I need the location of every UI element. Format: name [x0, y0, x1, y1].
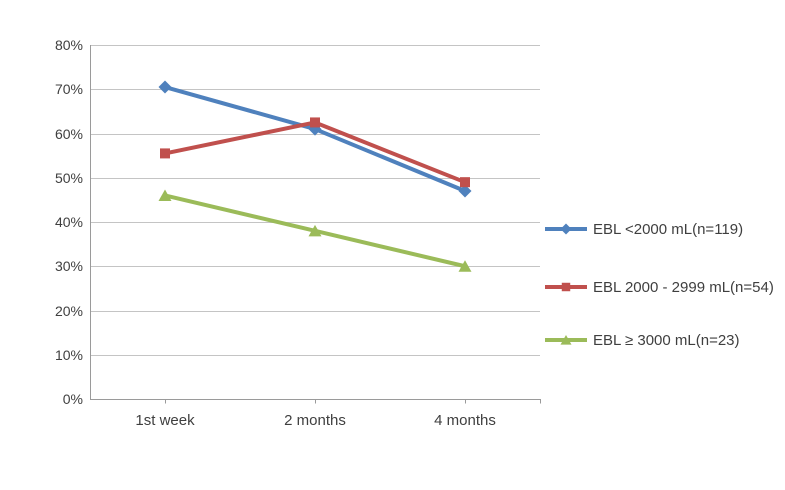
legend-item: EBL <2000 mL(n=119): [545, 219, 743, 239]
y-axis-tick-label: 80%: [54, 37, 83, 53]
data-point-marker: [158, 189, 172, 201]
data-point-marker: [458, 184, 472, 198]
data-point-marker: [459, 177, 471, 188]
legend-label: EBL <2000 mL(n=119): [593, 220, 744, 238]
legend-key-diamond-icon: [545, 223, 587, 235]
data-point-marker: [309, 117, 321, 128]
series-line-0: [163, 85, 467, 194]
y-axis-tick-label: 40%: [54, 214, 83, 230]
data-point-marker: [308, 224, 322, 237]
legend-label: EBL ≥ 3000 mL(n=23): [593, 331, 740, 349]
y-axis-tick-label: 60%: [54, 125, 83, 142]
legend-key-square-icon: [545, 282, 587, 292]
y-axis-tick-label: 20%: [54, 302, 83, 319]
x-axis-category-label: 1st week: [135, 412, 195, 429]
x-axis-category-label: 2 months: [284, 412, 346, 429]
legend-item: EBL ≥ 3000 mL(n=23): [545, 330, 740, 350]
legend-key-triangle-icon: [545, 334, 587, 345]
x-axis-category-label: 4 months: [434, 412, 496, 429]
legend-item: EBL 2000 - 2999 mL(n=54): [545, 277, 774, 297]
data-point-marker: [458, 260, 472, 272]
y-axis-tick-label: 10%: [54, 346, 83, 363]
y-axis-tick-label: 50%: [54, 169, 83, 186]
y-axis-tick-label: 30%: [54, 258, 83, 275]
data-point-marker: [158, 80, 172, 94]
legend-label: EBL 2000 - 2999 mL(n=54): [593, 278, 774, 296]
y-axis-tick-label: 0%: [62, 391, 83, 407]
y-axis-tick-label: 70%: [54, 81, 83, 98]
data-point-marker: [159, 148, 171, 159]
